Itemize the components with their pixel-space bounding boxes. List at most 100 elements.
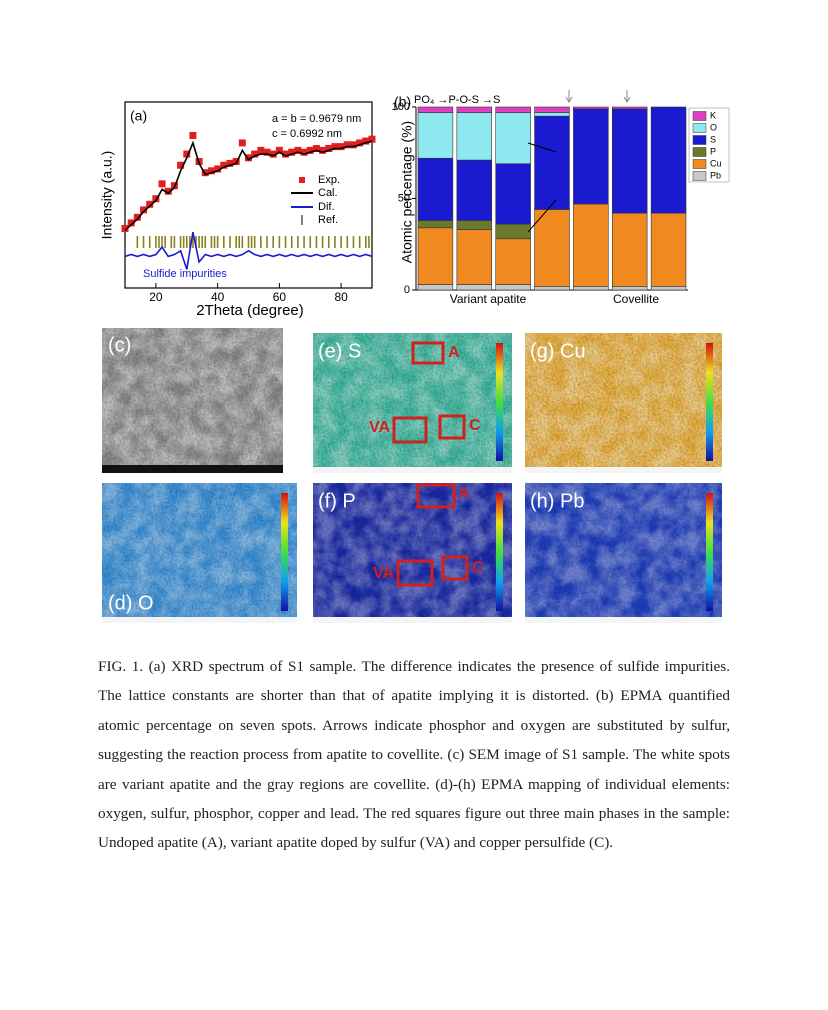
data-point bbox=[158, 180, 166, 188]
phase-box bbox=[441, 555, 469, 581]
bar-segment bbox=[650, 212, 687, 287]
data-point bbox=[207, 167, 215, 175]
data-point bbox=[201, 169, 209, 177]
panel-label: (d) O bbox=[108, 592, 154, 614]
data-point bbox=[300, 148, 308, 156]
legend-label: Pb bbox=[710, 170, 721, 180]
legend-label: Dif. bbox=[318, 201, 335, 213]
phase-label: C bbox=[472, 559, 484, 576]
data-point bbox=[133, 213, 141, 221]
bar-segment bbox=[456, 220, 493, 230]
plot-frame bbox=[124, 101, 373, 289]
bar-segment bbox=[573, 203, 609, 287]
data-point bbox=[238, 139, 246, 147]
texture bbox=[102, 483, 297, 623]
group-label: Covellite bbox=[613, 292, 659, 306]
x-tick-label: 20 bbox=[149, 290, 163, 304]
bar-segment bbox=[650, 106, 687, 214]
y-tick-label: 100 bbox=[392, 101, 410, 113]
data-point bbox=[127, 219, 135, 227]
bar-segment bbox=[573, 108, 609, 205]
data-point bbox=[356, 139, 364, 147]
data-point bbox=[337, 143, 345, 151]
bar-segment bbox=[534, 106, 570, 113]
data-point bbox=[349, 141, 357, 149]
bar-segment bbox=[456, 229, 493, 285]
legend-swatch bbox=[692, 171, 707, 181]
legend-label: S bbox=[710, 134, 716, 144]
bar-segment bbox=[495, 112, 531, 165]
bar-segment bbox=[417, 106, 454, 113]
data-point bbox=[275, 146, 283, 154]
y-tick-label: 50 bbox=[398, 192, 410, 204]
arrow bbox=[623, 90, 631, 103]
data-point bbox=[294, 146, 302, 154]
bar-segment bbox=[417, 284, 454, 291]
y-tick-label: 0 bbox=[404, 284, 410, 296]
data-point bbox=[306, 146, 314, 154]
x-tick-label: 60 bbox=[273, 290, 287, 304]
legend-swatch bbox=[692, 159, 707, 169]
bar-segment bbox=[611, 286, 648, 291]
data-point bbox=[226, 159, 234, 167]
footer-strip bbox=[313, 617, 512, 623]
legend-swatch bbox=[692, 123, 707, 133]
group-label: Variant apatite bbox=[450, 292, 527, 306]
data-point bbox=[282, 150, 290, 158]
texture bbox=[102, 328, 283, 473]
colorbar bbox=[496, 343, 503, 461]
panel-label: (b) bbox=[394, 94, 411, 110]
bar-segment bbox=[573, 106, 609, 110]
legend-swatch bbox=[692, 135, 707, 145]
bar-segment bbox=[417, 220, 454, 229]
arrow bbox=[527, 142, 557, 153]
data-point bbox=[177, 161, 185, 169]
data-point bbox=[319, 146, 327, 154]
bar-segment bbox=[417, 112, 454, 159]
bar-segment bbox=[534, 286, 570, 291]
x-axis-label: 2Theta (degree) bbox=[196, 302, 304, 319]
legend-label: K bbox=[710, 110, 716, 120]
colorbar bbox=[706, 493, 713, 611]
texture bbox=[313, 483, 512, 623]
data-point bbox=[343, 141, 351, 149]
legend-swatch bbox=[299, 177, 305, 183]
bar-segment bbox=[611, 108, 648, 214]
phase-label: A bbox=[458, 485, 470, 502]
legend-swatch bbox=[692, 147, 707, 157]
data-point bbox=[245, 154, 252, 162]
scale-bar-strip bbox=[102, 465, 283, 473]
panel-label: (c) bbox=[108, 334, 131, 356]
phase-box bbox=[392, 416, 428, 444]
data-point bbox=[368, 135, 376, 143]
footer-strip bbox=[525, 467, 722, 473]
legend-label: Cal. bbox=[318, 187, 338, 199]
bar-segment bbox=[417, 227, 454, 285]
bar-segment bbox=[495, 223, 531, 240]
bar-segment bbox=[495, 163, 531, 225]
bar-segment bbox=[573, 286, 609, 291]
bar-segment bbox=[456, 159, 493, 221]
caption: FIG. 1. (a) XRD spectrum of S1 sample. T… bbox=[98, 658, 730, 852]
annotation: a = b = 0.9679 nm bbox=[272, 113, 361, 125]
x-tick-label: 80 bbox=[334, 290, 348, 304]
data-point bbox=[121, 224, 129, 232]
bar-segment bbox=[534, 115, 570, 210]
data-point bbox=[164, 187, 172, 195]
data-point bbox=[251, 150, 259, 158]
bar-segment bbox=[456, 106, 493, 113]
bar-segment bbox=[534, 112, 570, 117]
legend-label: Exp. bbox=[318, 174, 340, 186]
bar-segment bbox=[417, 157, 454, 221]
data-point bbox=[152, 195, 160, 203]
bar-segment bbox=[456, 112, 493, 161]
panel-label: (g) Cu bbox=[530, 340, 586, 362]
legend-label: P bbox=[710, 146, 716, 156]
data-point bbox=[269, 150, 277, 158]
bar-segment bbox=[495, 238, 531, 285]
data-point bbox=[288, 148, 296, 156]
footer-strip bbox=[313, 467, 512, 473]
data-point bbox=[146, 200, 154, 208]
bar-segment bbox=[534, 209, 570, 287]
panel-label: (f) P bbox=[318, 490, 356, 512]
